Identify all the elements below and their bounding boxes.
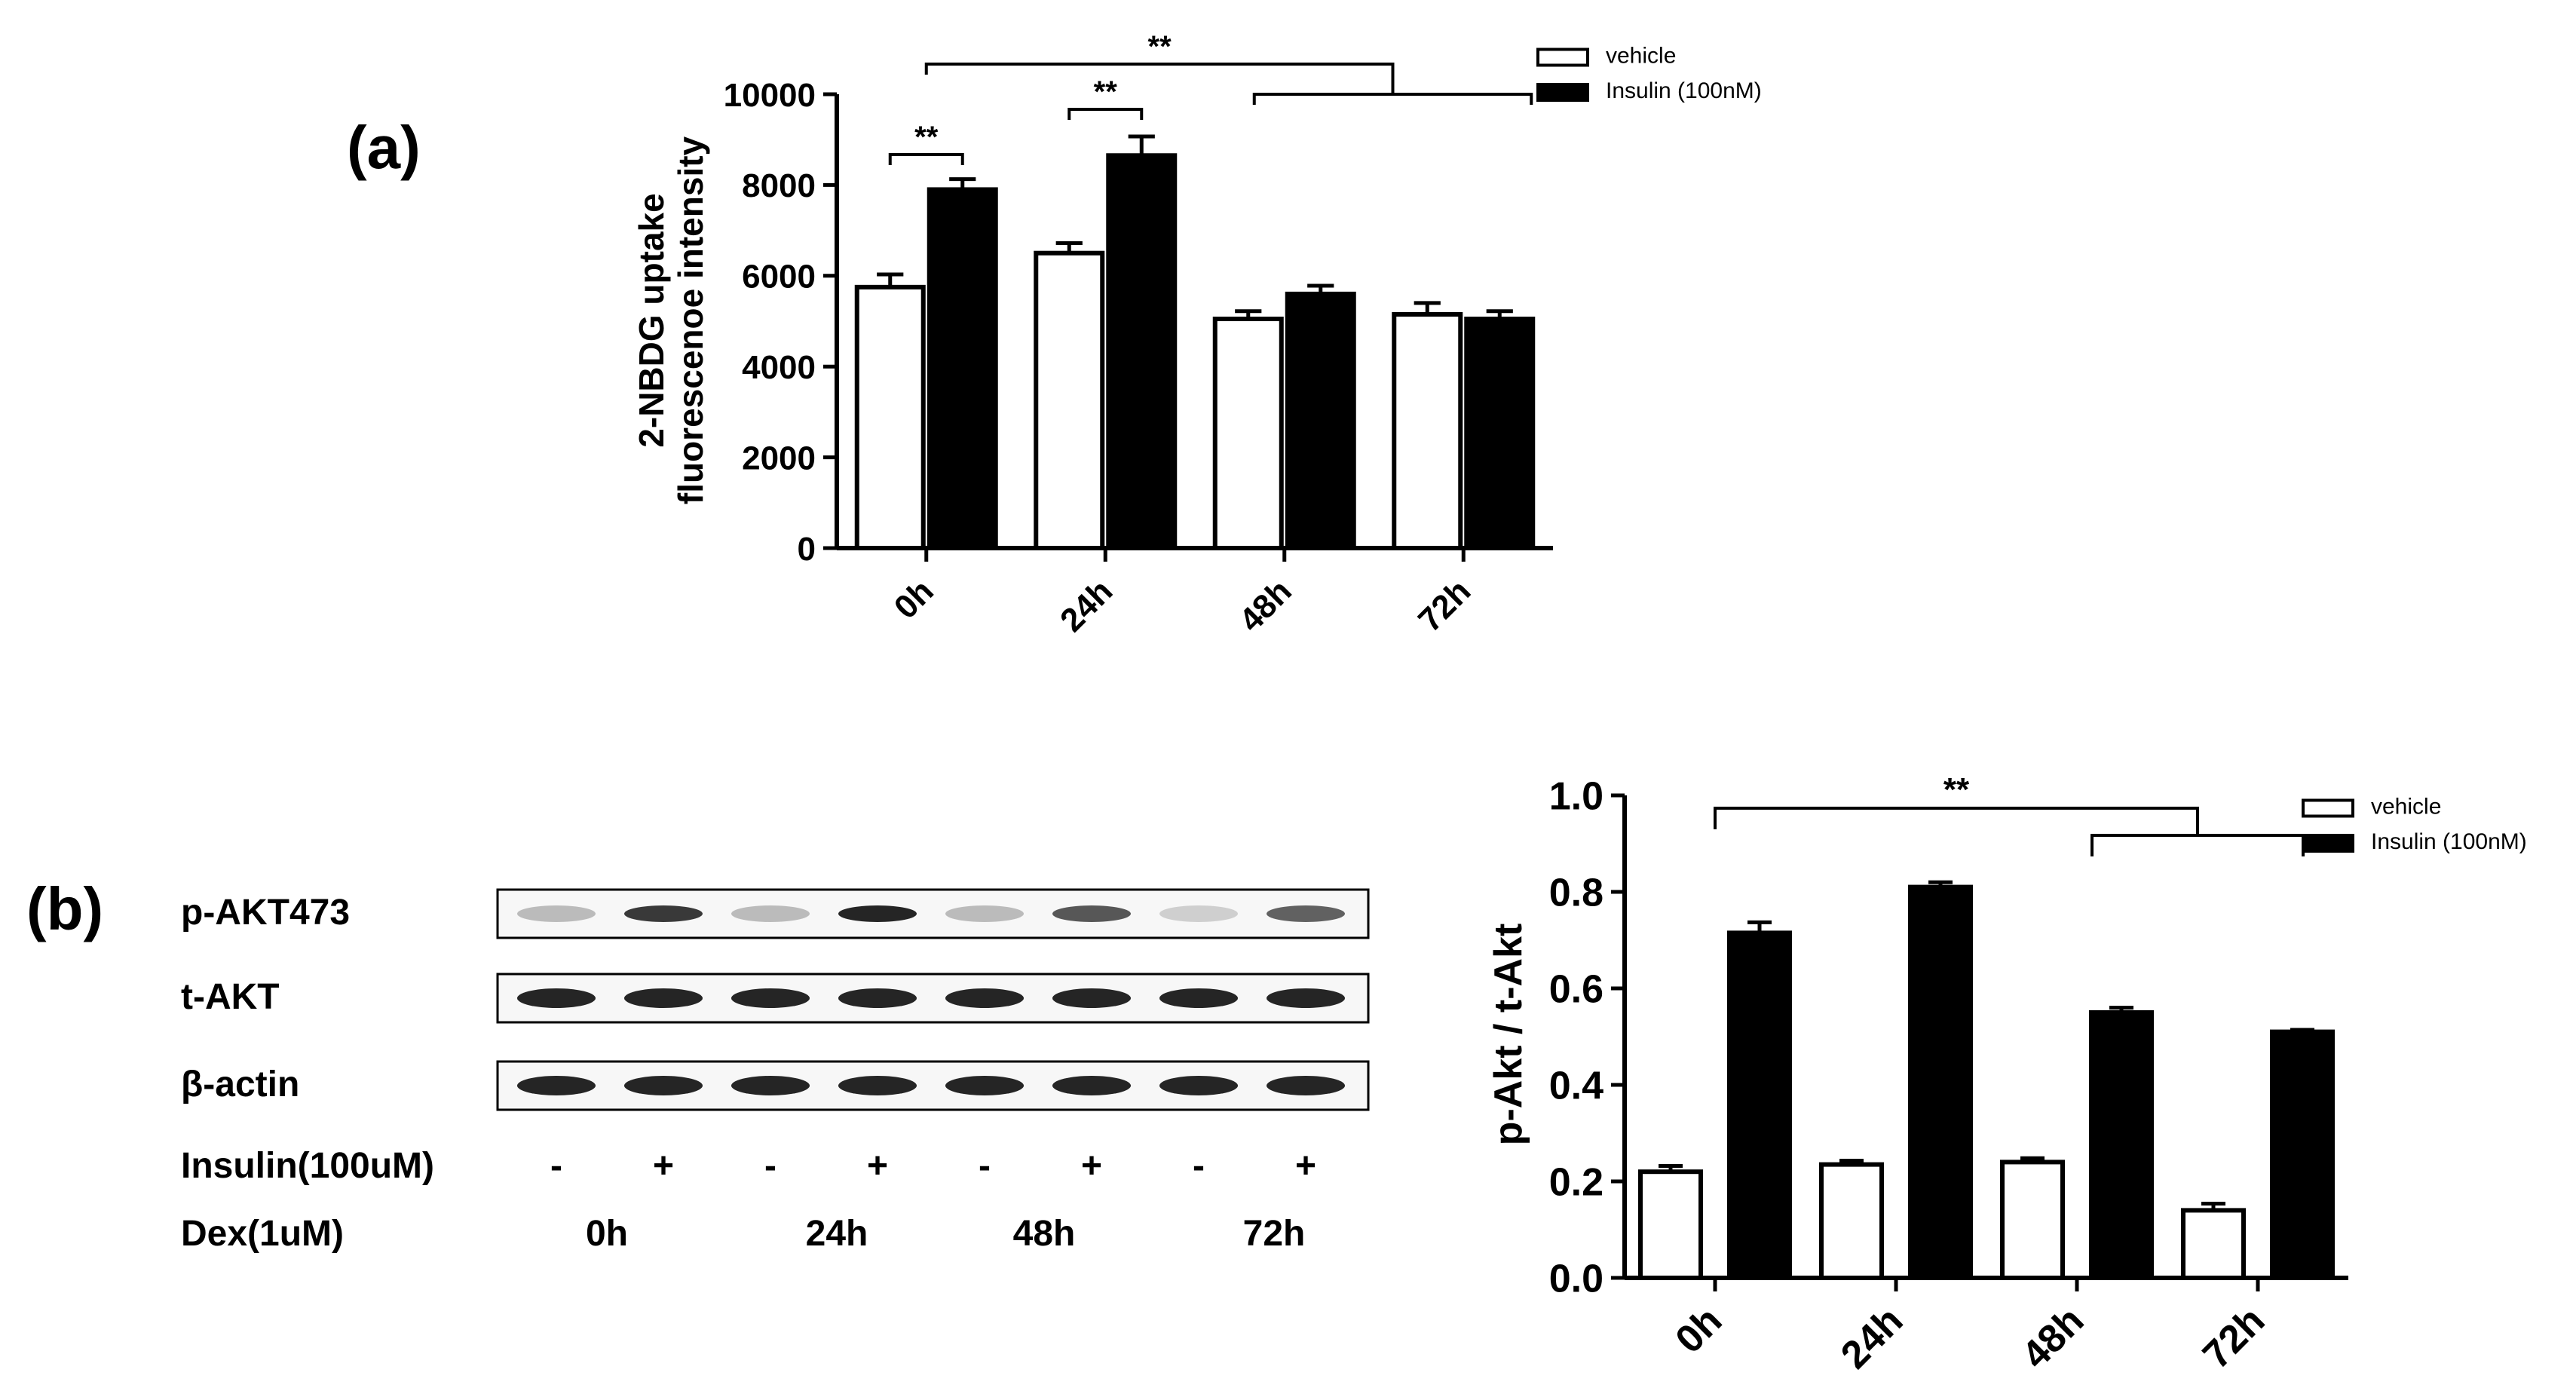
bar-insulin-0h (927, 187, 998, 550)
y-tick-label: 10000 (724, 77, 816, 114)
bar-vehicle-24h (1034, 250, 1105, 550)
blot-band (731, 905, 810, 922)
y-tick-label: 4000 (742, 349, 816, 386)
dex-time-label: 24h (806, 1214, 868, 1254)
dex-time-label: 72h (1243, 1214, 1306, 1254)
panel-b-label: (b) (26, 875, 104, 942)
dex-time-label: 0h (586, 1214, 628, 1254)
y-tick-label: 2000 (742, 440, 816, 476)
blot-band (945, 905, 1024, 922)
legend-label-insulin: Insulin (100nM) (1606, 78, 1762, 103)
bar-insulin-72h (1464, 316, 1536, 550)
blot-band (1159, 988, 1238, 1008)
y-axis-title-line: 2-NBDG uptake (632, 193, 671, 447)
blot-row-label: β-actin (181, 1065, 299, 1104)
blot-band (1267, 1076, 1345, 1095)
bar-vehicle-72h (1392, 311, 1463, 550)
significance-bracket-long (1714, 807, 2199, 829)
insulin-sign: + (1295, 1146, 1316, 1186)
y-tick-label: 0.4 (1549, 1065, 1603, 1108)
significance-bracket-0h (888, 153, 964, 165)
blot-band (1052, 988, 1131, 1008)
significance-mark: ** (1148, 30, 1172, 63)
blot-row-label: p-AKT473 (181, 893, 350, 933)
bar-vehicle-72h (2181, 1208, 2246, 1281)
significance-mark: ** (914, 121, 939, 154)
y-axis-title-line: fluorescenoe intensity (671, 136, 710, 504)
significance-mark: ** (1943, 771, 1970, 808)
bar-vehicle-0h (854, 284, 926, 550)
bar-insulin-24h (1106, 153, 1178, 550)
legend-swatch-insulin (2302, 834, 2354, 853)
blot-band (945, 988, 1024, 1008)
bar-vehicle-48h (2000, 1160, 2065, 1281)
blot-band (624, 988, 703, 1008)
blot-band (624, 905, 703, 922)
blot-band (838, 988, 917, 1008)
insulin-sign: - (1193, 1146, 1205, 1186)
insulin-sign: - (979, 1146, 991, 1186)
significance-bracket-long (924, 63, 1395, 75)
y-tick-label: 0.0 (1549, 1258, 1603, 1301)
blot-band (731, 988, 810, 1008)
blot-band (1159, 905, 1238, 922)
y-tick-label: 0.6 (1549, 968, 1603, 1012)
y-axis-title: 2-NBDG uptake fluorescenoe intensity (632, 136, 710, 504)
insulin-sign: + (1081, 1146, 1102, 1186)
y-tick-label: 0.8 (1549, 872, 1603, 915)
blot-band (1267, 905, 1345, 922)
blot-band (945, 1076, 1024, 1095)
insulin-sign: - (550, 1146, 562, 1186)
blot-band (838, 905, 917, 922)
significance-mark: ** (1094, 75, 1118, 109)
blot-band (1052, 905, 1131, 922)
bar-vehicle-48h (1212, 316, 1284, 550)
blot-row-label: t-AKT (181, 977, 280, 1017)
insulin-sign: + (653, 1146, 674, 1186)
blot-band (1052, 1076, 1131, 1095)
y-axis-title: p-Akt / t-Akt (1487, 924, 1530, 1146)
y-tick-label: 8000 (742, 167, 816, 204)
bar-insulin-0h (1727, 930, 1792, 1281)
bar-vehicle-0h (1638, 1169, 1703, 1280)
bar-insulin-48h (2089, 1010, 2154, 1280)
blot-band (517, 1076, 596, 1095)
legend-label-vehicle: vehicle (1606, 44, 1676, 69)
blot-band (731, 1076, 810, 1095)
significance-bracket-24h (1067, 108, 1144, 120)
dex-row-label: Dex(1uM) (181, 1214, 344, 1254)
bar-insulin-48h (1285, 291, 1356, 550)
legend-swatch-vehicle (1536, 47, 1589, 67)
bar-insulin-72h (2270, 1029, 2335, 1280)
legend-swatch-insulin (1536, 83, 1589, 102)
insulin-row-label: Insulin(100uM) (181, 1146, 434, 1186)
blot-band (517, 905, 596, 922)
bar-vehicle-24h (1819, 1162, 1884, 1280)
blot-band (517, 988, 596, 1008)
blot-band (1159, 1076, 1238, 1095)
blot-band (1267, 988, 1345, 1008)
bar-insulin-24h (1908, 884, 1973, 1280)
y-tick-label: 0 (798, 531, 816, 568)
y-tick-label: 1.0 (1549, 775, 1603, 819)
y-tick-label: 0.2 (1549, 1161, 1603, 1205)
legend-label-vehicle: vehicle (2371, 795, 2441, 820)
blot-band (838, 1076, 917, 1095)
insulin-sign: - (764, 1146, 776, 1186)
legend-label-insulin: Insulin (100nM) (2371, 829, 2527, 854)
panel-a-label: (a) (347, 114, 421, 181)
y-tick-label: 6000 (742, 259, 816, 296)
insulin-sign: + (867, 1146, 888, 1186)
blot-band (624, 1076, 703, 1095)
legend-swatch-vehicle (2302, 798, 2354, 818)
dex-time-label: 48h (1013, 1214, 1076, 1254)
